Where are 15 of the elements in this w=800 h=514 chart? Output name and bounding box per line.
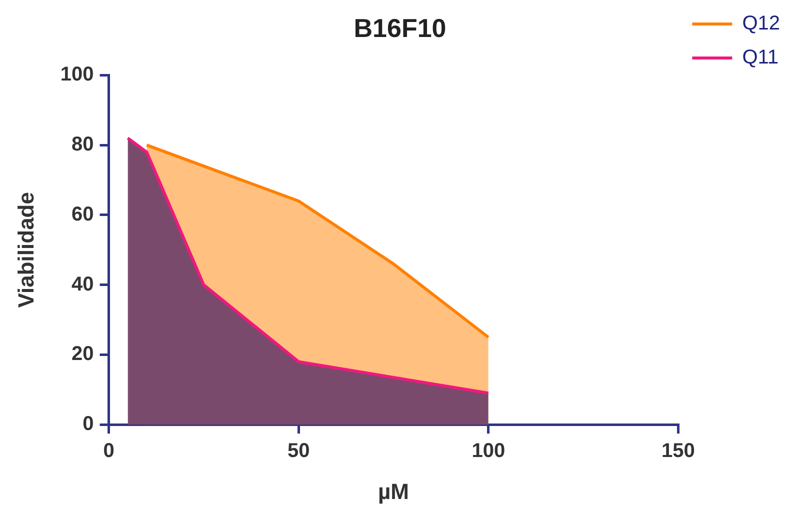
y-tick-label: 80 bbox=[72, 134, 94, 156]
y-axis-title: Viabilidade bbox=[13, 192, 38, 308]
x-tick-label: 50 bbox=[287, 440, 310, 462]
y-tick-label: 60 bbox=[72, 203, 94, 226]
legend-label: Q12 bbox=[742, 12, 780, 35]
y-tick-label: 20 bbox=[72, 343, 94, 366]
x-tick-label: 100 bbox=[472, 440, 506, 462]
x-axis-title: µM bbox=[378, 478, 409, 504]
x-tick-label: 0 bbox=[103, 440, 114, 462]
y-tick-label: 40 bbox=[72, 273, 94, 296]
y-tick-label: 0 bbox=[82, 413, 94, 436]
legend-label: Q11 bbox=[742, 46, 779, 69]
y-tick-label: 100 bbox=[60, 64, 94, 86]
chart-title: B16F10 bbox=[354, 12, 446, 43]
x-tick-label: 150 bbox=[662, 440, 695, 462]
